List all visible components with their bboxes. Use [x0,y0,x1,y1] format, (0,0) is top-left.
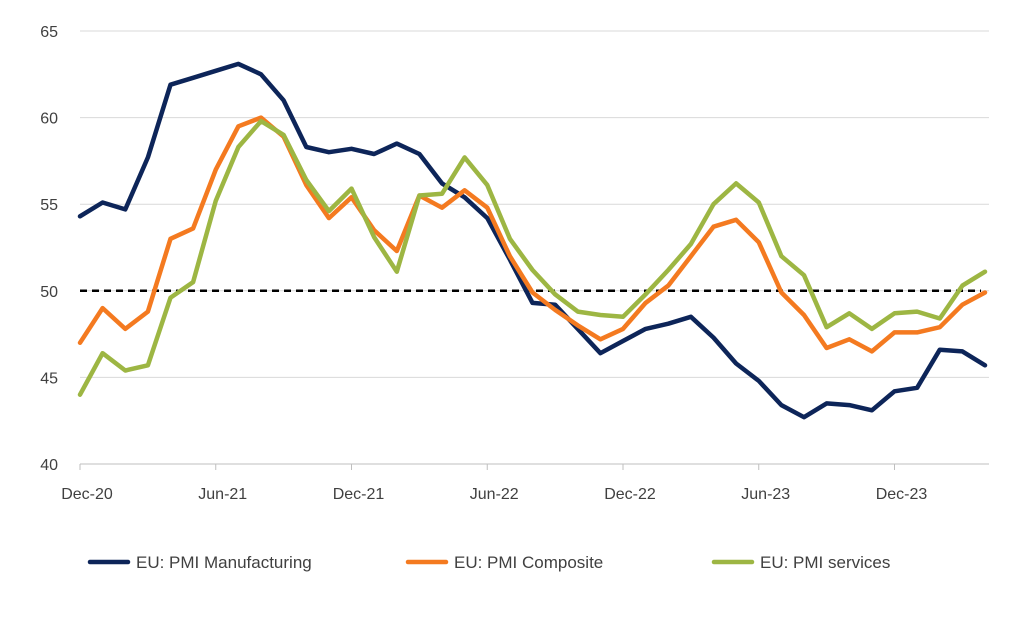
x-axis: Dec-20 Jun-21 Dec-21 Jun-22 Dec-22 Jun-23 Dec-… [61,463,989,503]
series-line-3 [77,118,988,397]
x-tick-label: Jun-23 [741,486,790,503]
series-line-2 [77,115,988,354]
series-lines [77,61,988,420]
y-axis-ticks: 40 45 50 55 60 65 [40,24,58,474]
series-line-1 [77,61,988,420]
x-tick-label: Dec-21 [333,486,385,503]
x-tick-label: Dec-22 [604,486,656,503]
x-tick-label: Jun-22 [470,486,519,503]
x-tick-label: Jun-21 [198,486,247,503]
legend-label-2: EU: PMI Composite [454,553,603,572]
y-tick-label: 65 [40,24,58,41]
y-tick-label: 40 [40,457,58,474]
y-tick-label: 55 [40,197,58,214]
legend: EU: PMI Manufacturing EU: PMI Composite EU… [87,553,890,572]
legend-label-3: EU: PMI services [760,553,890,572]
y-tick-label: 60 [40,111,58,128]
x-tick-label: Dec-23 [876,486,928,503]
legend-label-1: EU: PMI Manufacturing [136,553,312,572]
y-tick-label: 45 [40,370,58,387]
y-tick-label: 50 [40,284,58,301]
x-tick-label: Dec-20 [61,486,113,503]
